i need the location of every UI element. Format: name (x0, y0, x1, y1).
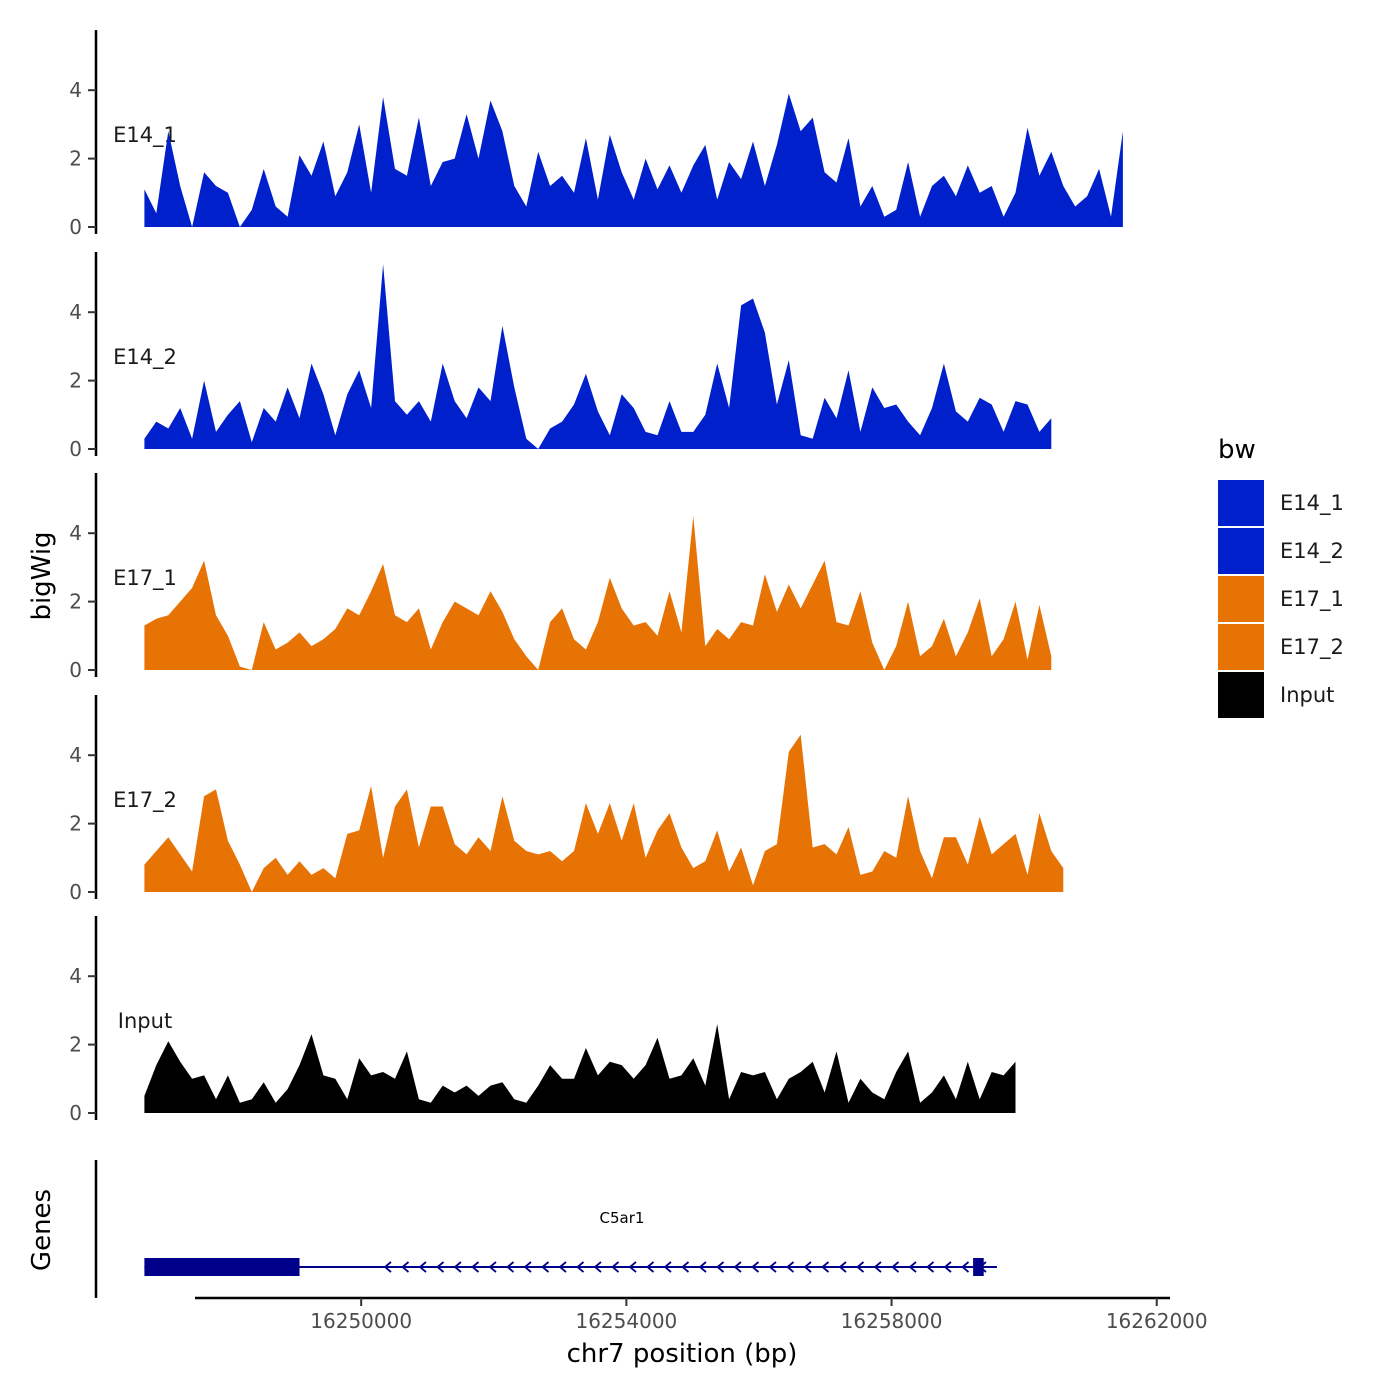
strand-arrow (926, 1261, 935, 1273)
y-tick-label: 4 (69, 78, 82, 102)
track-input: 0 2 4 Input (69, 916, 1016, 1125)
signal-area (144, 1024, 1016, 1113)
gene-track: C5ar1 (94, 1160, 997, 1298)
strand-arrow (418, 1261, 427, 1273)
legend-swatch (1218, 528, 1264, 574)
gene-label: C5ar1 (600, 1209, 645, 1227)
x-tick-label: 16250000 (310, 1309, 412, 1333)
x-tick-label: 16254000 (575, 1309, 677, 1333)
strand-arrow (488, 1261, 497, 1273)
legend-label: E14_2 (1280, 539, 1344, 564)
y-tick-label: 0 (69, 658, 82, 682)
legend-swatch (1218, 480, 1264, 526)
strand-arrow (558, 1261, 567, 1273)
gene-track-title: Genes (27, 1189, 57, 1271)
legend-label: E17_1 (1280, 587, 1344, 612)
strand-arrow (663, 1261, 672, 1273)
strand-arrow (523, 1261, 532, 1273)
track-e17-1: 0 2 4 E17_1 (69, 473, 1052, 682)
strand-arrow (628, 1261, 637, 1273)
x-tick-label: 16258000 (841, 1309, 943, 1333)
x-axis: 16250000 16254000 16258000 16262000 (195, 1296, 1208, 1333)
strand-arrow (453, 1261, 462, 1273)
track-label: E14_1 (113, 123, 177, 148)
gene-exon (144, 1258, 300, 1276)
strand-arrow (436, 1261, 445, 1273)
track-label: E14_2 (113, 345, 177, 370)
strand-arrow (908, 1261, 917, 1273)
strand-arrow (786, 1261, 795, 1273)
legend-title: bw (1218, 435, 1256, 465)
y-tick-label: 2 (69, 1033, 82, 1057)
strand-arrow (803, 1261, 812, 1273)
y-tick-label: 0 (69, 880, 82, 904)
track-e14-1: 0 2 4 E14_1 (69, 30, 1123, 239)
legend-label: E14_1 (1280, 491, 1344, 516)
strand-arrow (733, 1261, 742, 1273)
gene-c5ar1: C5ar1 (144, 1209, 997, 1276)
track-label: Input (118, 1009, 172, 1033)
legend-item-e17-1: E17_1 (1218, 576, 1344, 622)
y-tick-label: 4 (69, 743, 82, 767)
strand-arrow (401, 1261, 410, 1273)
legend-swatch (1218, 672, 1264, 718)
legend: E14_1 E14_2 E17_1 E17_2 Input (1218, 480, 1344, 718)
strand-arrow (576, 1261, 585, 1273)
strand-arrow (541, 1261, 550, 1273)
strand-arrow (611, 1261, 620, 1273)
strand-arrow (383, 1261, 392, 1273)
y-tick-label: 0 (69, 215, 82, 239)
strand-arrow (681, 1261, 690, 1273)
legend-swatch (1218, 624, 1264, 670)
signal-area (144, 264, 1052, 449)
track-label: E17_2 (113, 788, 177, 813)
y-tick-label: 0 (69, 437, 82, 461)
strand-arrow (506, 1261, 515, 1273)
y-tick-label: 0 (69, 1101, 82, 1125)
strand-arrow (593, 1261, 602, 1273)
strand-arrow (838, 1261, 847, 1273)
legend-item-e14-2: E14_2 (1218, 528, 1344, 574)
y-tick-label: 2 (69, 147, 82, 171)
y-tick-label: 4 (69, 964, 82, 988)
y-tick-label: 2 (69, 369, 82, 393)
track-e14-2: 0 2 4 E14_2 (69, 252, 1052, 461)
strand-arrow (961, 1261, 970, 1273)
strand-arrow (943, 1261, 952, 1273)
y-tick-label: 4 (69, 300, 82, 324)
signal-area (144, 734, 1064, 892)
legend-swatch (1218, 576, 1264, 622)
strand-arrow (891, 1261, 900, 1273)
legend-label: Input (1280, 683, 1334, 707)
signal-area (144, 93, 1123, 227)
y-tick-label: 4 (69, 521, 82, 545)
y-tick-label: 2 (69, 812, 82, 836)
track-e17-2: 0 2 4 E17_2 (69, 695, 1064, 904)
legend-item-e17-2: E17_2 (1218, 624, 1344, 670)
y-tick-label: 2 (69, 590, 82, 614)
strand-arrow (821, 1261, 830, 1273)
signal-tracks: 0 2 4 E14_1 0 2 4 E14_2 0 2 4 E17_1 0 2 4 E17_2 0 2 4 Input (69, 30, 1123, 1125)
strand-arrow (698, 1261, 707, 1273)
x-tick-label: 16262000 (1106, 1309, 1208, 1333)
strand-arrow (768, 1261, 777, 1273)
strand-arrow (856, 1261, 865, 1273)
signal-area (144, 516, 1052, 670)
track-label: E17_1 (113, 566, 177, 591)
y-axis-title: bigWig (27, 531, 57, 620)
legend-item-e14-1: E14_1 (1218, 480, 1344, 526)
legend-label: E17_2 (1280, 635, 1344, 660)
strand-arrow (471, 1261, 480, 1273)
strand-arrow (751, 1261, 760, 1273)
strand-arrow (873, 1261, 882, 1273)
x-axis-title: chr7 position (bp) (567, 1339, 798, 1369)
strand-arrow (716, 1261, 725, 1273)
legend-item-input: Input (1218, 672, 1334, 718)
gene-exon (973, 1258, 984, 1276)
strand-arrow (646, 1261, 655, 1273)
